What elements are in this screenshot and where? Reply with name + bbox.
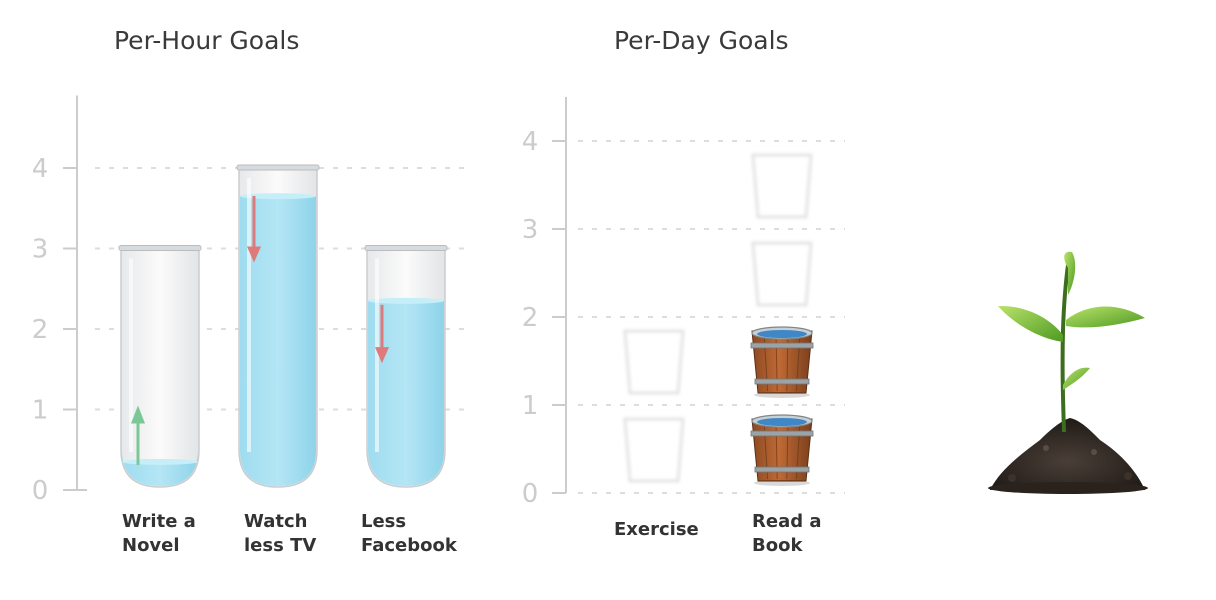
y-tick-label: 2 [32, 315, 49, 345]
water-level [240, 196, 316, 487]
category-label: Exercise [614, 519, 699, 540]
bucket-band [754, 378, 810, 385]
trend-arrow-down-head [375, 347, 389, 364]
empty-bucket-outline [623, 417, 685, 483]
bucket-water [757, 330, 807, 338]
category-label: Read a Book [752, 511, 822, 556]
water-surface [122, 458, 198, 465]
category-label: Watch less TV [244, 511, 317, 556]
tube-highlight [129, 258, 133, 452]
test-tube [120, 247, 200, 488]
category-label: Less Facebook [361, 511, 457, 556]
tube-highlight [375, 258, 379, 452]
per-day-title: Per-Day Goals [614, 26, 789, 55]
bucket-water [757, 418, 807, 426]
tube-rim [236, 164, 320, 171]
bucket-band [750, 430, 814, 437]
bucket-band [754, 466, 810, 473]
tube-rim [364, 245, 448, 251]
empty-bucket-outline [751, 241, 813, 307]
y-tick-label: 2 [522, 303, 539, 333]
water-level [368, 300, 444, 486]
y-tick-label: 1 [32, 396, 49, 426]
y-tick-label: 4 [32, 154, 49, 184]
bucket-band [750, 342, 814, 349]
water-level [122, 450, 198, 486]
tube-highlight [247, 178, 251, 452]
bucket-shadow [754, 480, 810, 486]
trend-arrow-down-head [247, 246, 261, 263]
bucket-shadow [754, 392, 810, 398]
y-tick-label: 0 [522, 479, 539, 509]
water-surface [240, 193, 316, 200]
y-tick-label: 4 [522, 127, 539, 157]
water-surface [368, 297, 444, 304]
y-tick-label: 0 [32, 476, 49, 506]
empty-bucket-outline [623, 329, 685, 395]
category-label: Write a Novel [122, 511, 196, 556]
trend-arrow-up-head [131, 405, 145, 424]
y-tick-label: 1 [522, 391, 539, 421]
empty-bucket-outline [751, 153, 813, 219]
y-tick-label: 3 [522, 215, 539, 245]
per-hour-title: Per-Hour Goals [114, 26, 300, 55]
tube-rim [118, 245, 202, 251]
y-tick-label: 3 [32, 235, 49, 265]
